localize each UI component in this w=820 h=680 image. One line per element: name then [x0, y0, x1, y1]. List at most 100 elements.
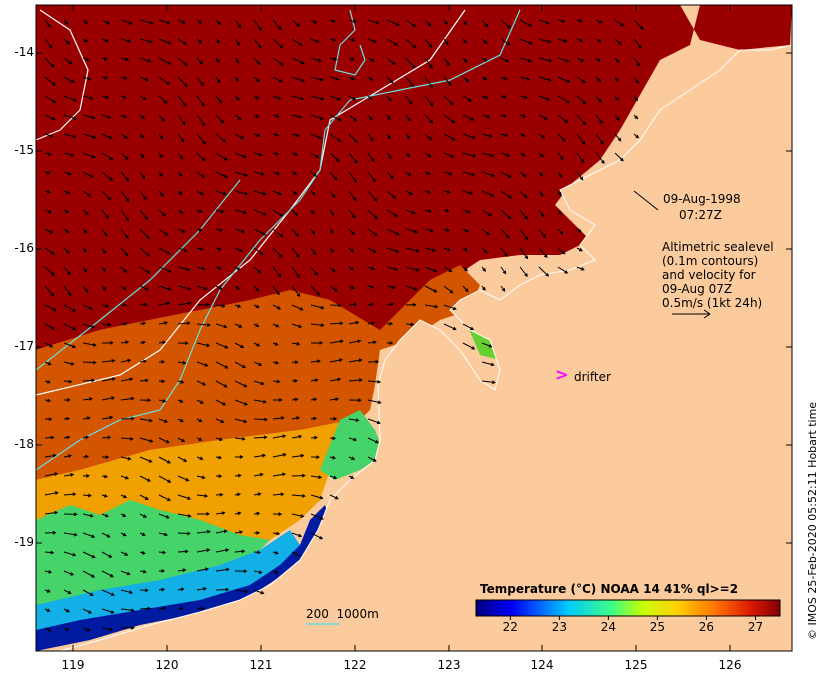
velocity-arrow	[443, 19, 448, 26]
velocity-arrow	[44, 417, 53, 422]
velocity-arrow	[63, 38, 71, 45]
velocity-arrow	[196, 152, 206, 162]
velocity-arrow	[291, 323, 303, 328]
info-line: (0.1m contours)	[662, 254, 759, 268]
velocity-arrow	[158, 95, 168, 104]
velocity-arrow	[462, 247, 468, 252]
velocity-arrow	[63, 361, 75, 366]
velocity-arrow	[367, 247, 377, 253]
velocity-arrow	[291, 247, 300, 259]
velocity-arrow	[120, 456, 132, 461]
velocity-arrow	[158, 266, 173, 273]
velocity-arrow	[405, 247, 420, 253]
velocity-arrow	[348, 171, 358, 184]
velocity-arrow	[139, 247, 151, 257]
velocity-arrow	[253, 589, 265, 595]
velocity-arrow	[348, 190, 357, 202]
velocity-arrow	[120, 589, 134, 595]
velocity-arrow	[481, 38, 488, 45]
velocity-arrow	[272, 570, 279, 574]
colorbar-tick-label: 22	[502, 620, 518, 634]
x-axis-label: 121	[249, 658, 273, 672]
velocity-arrow	[310, 435, 319, 440]
velocity-arrow	[139, 398, 152, 403]
velocity-arrow	[291, 416, 301, 420]
velocity-arrow	[633, 76, 639, 84]
velocity-arrow	[348, 456, 356, 460]
velocity-arrow	[424, 190, 431, 194]
velocity-arrow	[177, 418, 184, 423]
velocity-arrow	[158, 321, 169, 325]
velocity-arrow	[196, 19, 203, 24]
velocity-arrow	[177, 437, 186, 442]
velocity-arrow	[481, 285, 486, 291]
velocity-arrow	[367, 209, 378, 220]
green-sea	[36, 410, 385, 610]
velocity-arrow	[234, 95, 240, 101]
velocity-arrow	[234, 418, 248, 424]
velocity-arrow	[633, 114, 639, 120]
velocity-arrow	[63, 57, 73, 65]
velocity-arrow	[215, 38, 220, 44]
contour-200m-loop	[36, 9, 366, 371]
velocity-arrow	[329, 209, 335, 216]
velocity-arrow	[367, 456, 377, 462]
x-axis-label: 125	[624, 658, 648, 672]
velocity-arrow	[44, 491, 59, 496]
velocity-arrow	[44, 19, 51, 28]
velocity-arrow	[272, 76, 284, 83]
velocity-arrow	[576, 38, 584, 42]
velocity-arrow	[234, 228, 246, 234]
velocity-arrow	[158, 152, 163, 158]
velocity-arrow	[500, 228, 510, 239]
velocity-arrow	[101, 114, 112, 119]
velocity-arrow	[253, 304, 260, 309]
colorbar-tick-label: 25	[649, 620, 666, 634]
velocity-arrow	[44, 189, 52, 194]
velocity-arrow	[139, 114, 145, 119]
velocity-arrow	[557, 209, 562, 215]
velocity-arrow	[576, 76, 586, 84]
velocity-arrow	[196, 133, 206, 145]
velocity-arrow	[120, 57, 130, 62]
velocity-arrow	[519, 133, 526, 137]
velocity-arrow	[158, 57, 172, 65]
velocity-arrow	[595, 133, 604, 145]
velocity-arrow	[139, 266, 151, 274]
cold-sea	[36, 505, 330, 651]
velocity-arrow	[82, 152, 96, 159]
velocity-arrow	[234, 171, 249, 177]
velocity-arrow	[443, 95, 454, 106]
velocity-arrow	[158, 550, 167, 555]
velocity-arrow	[120, 303, 128, 307]
velocity-arrow	[272, 190, 282, 196]
velocity-arrow	[443, 114, 456, 124]
axis-ticks	[36, 5, 792, 651]
velocity-arrow	[120, 285, 127, 290]
velocity-arrow	[405, 133, 411, 140]
velocity-arrow	[44, 570, 53, 574]
velocity-arrow	[519, 19, 533, 27]
velocity-arrow	[367, 38, 378, 44]
velocity-arrow	[348, 320, 360, 325]
velocity-arrow	[367, 321, 375, 326]
velocity-arrow	[63, 190, 71, 195]
velocity-arrow	[462, 342, 476, 350]
velocity-arrow	[291, 209, 299, 216]
coastline-land	[59, 44, 792, 651]
velocity-arrow	[519, 76, 531, 81]
velocity-arrow	[63, 492, 77, 497]
velocity-arrow	[405, 152, 411, 158]
velocity-arrow	[44, 361, 52, 366]
velocity-arrow	[481, 247, 488, 254]
velocity-arrow	[386, 228, 400, 236]
velocity-arrow	[310, 247, 317, 256]
velocity-arrow	[538, 190, 544, 197]
velocity-arrow	[576, 114, 587, 126]
velocity-arrow	[234, 19, 242, 29]
velocity-arrow	[253, 266, 262, 274]
velocity-arrow	[139, 285, 150, 291]
velocity-arrow	[576, 266, 585, 271]
velocity-arrow	[177, 513, 192, 518]
velocity-arrow	[101, 551, 113, 558]
